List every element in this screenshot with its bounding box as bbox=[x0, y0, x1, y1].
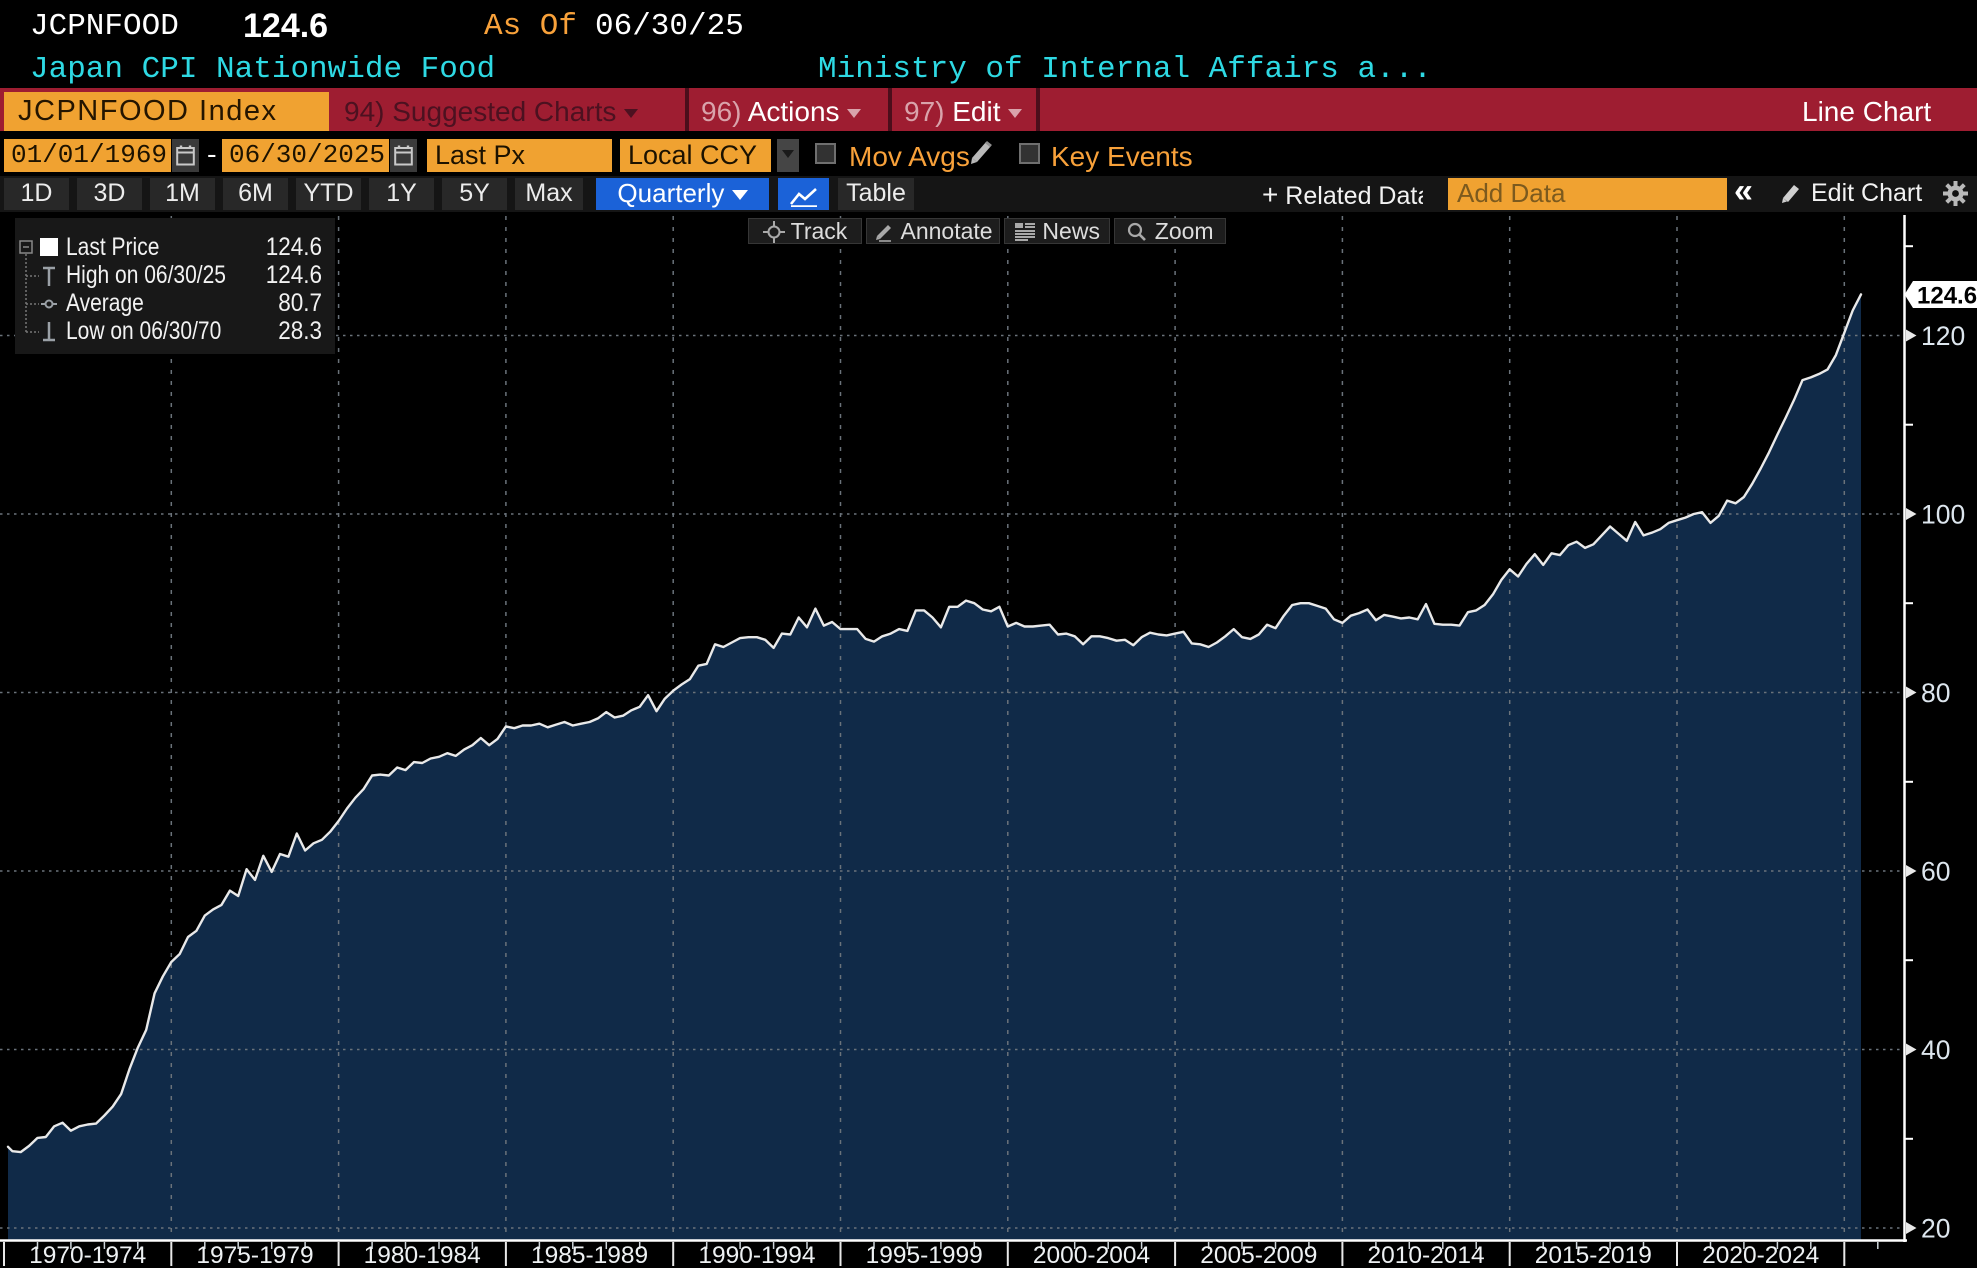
svg-text:124.6: 124.6 bbox=[1917, 283, 1977, 310]
svg-text:120: 120 bbox=[1921, 321, 1965, 351]
svg-text:1970-1974: 1970-1974 bbox=[29, 1242, 146, 1268]
svg-text:2020-2024: 2020-2024 bbox=[1702, 1242, 1819, 1268]
svg-text:1985-1989: 1985-1989 bbox=[531, 1242, 648, 1268]
svg-text:2015-2019: 2015-2019 bbox=[1535, 1242, 1652, 1268]
svg-text:40: 40 bbox=[1921, 1035, 1950, 1065]
svg-text:80: 80 bbox=[1921, 678, 1950, 708]
svg-text:2010-2014: 2010-2014 bbox=[1368, 1242, 1485, 1268]
svg-text:1990-1994: 1990-1994 bbox=[698, 1242, 815, 1268]
svg-text:1980-1984: 1980-1984 bbox=[364, 1242, 481, 1268]
svg-text:1975-1979: 1975-1979 bbox=[196, 1242, 313, 1268]
svg-text:20: 20 bbox=[1921, 1214, 1950, 1244]
svg-text:2000-2004: 2000-2004 bbox=[1033, 1242, 1150, 1268]
svg-text:60: 60 bbox=[1921, 857, 1950, 887]
svg-text:2005-2009: 2005-2009 bbox=[1200, 1242, 1317, 1268]
svg-text:100: 100 bbox=[1921, 500, 1965, 530]
svg-text:1995-1999: 1995-1999 bbox=[866, 1242, 983, 1268]
